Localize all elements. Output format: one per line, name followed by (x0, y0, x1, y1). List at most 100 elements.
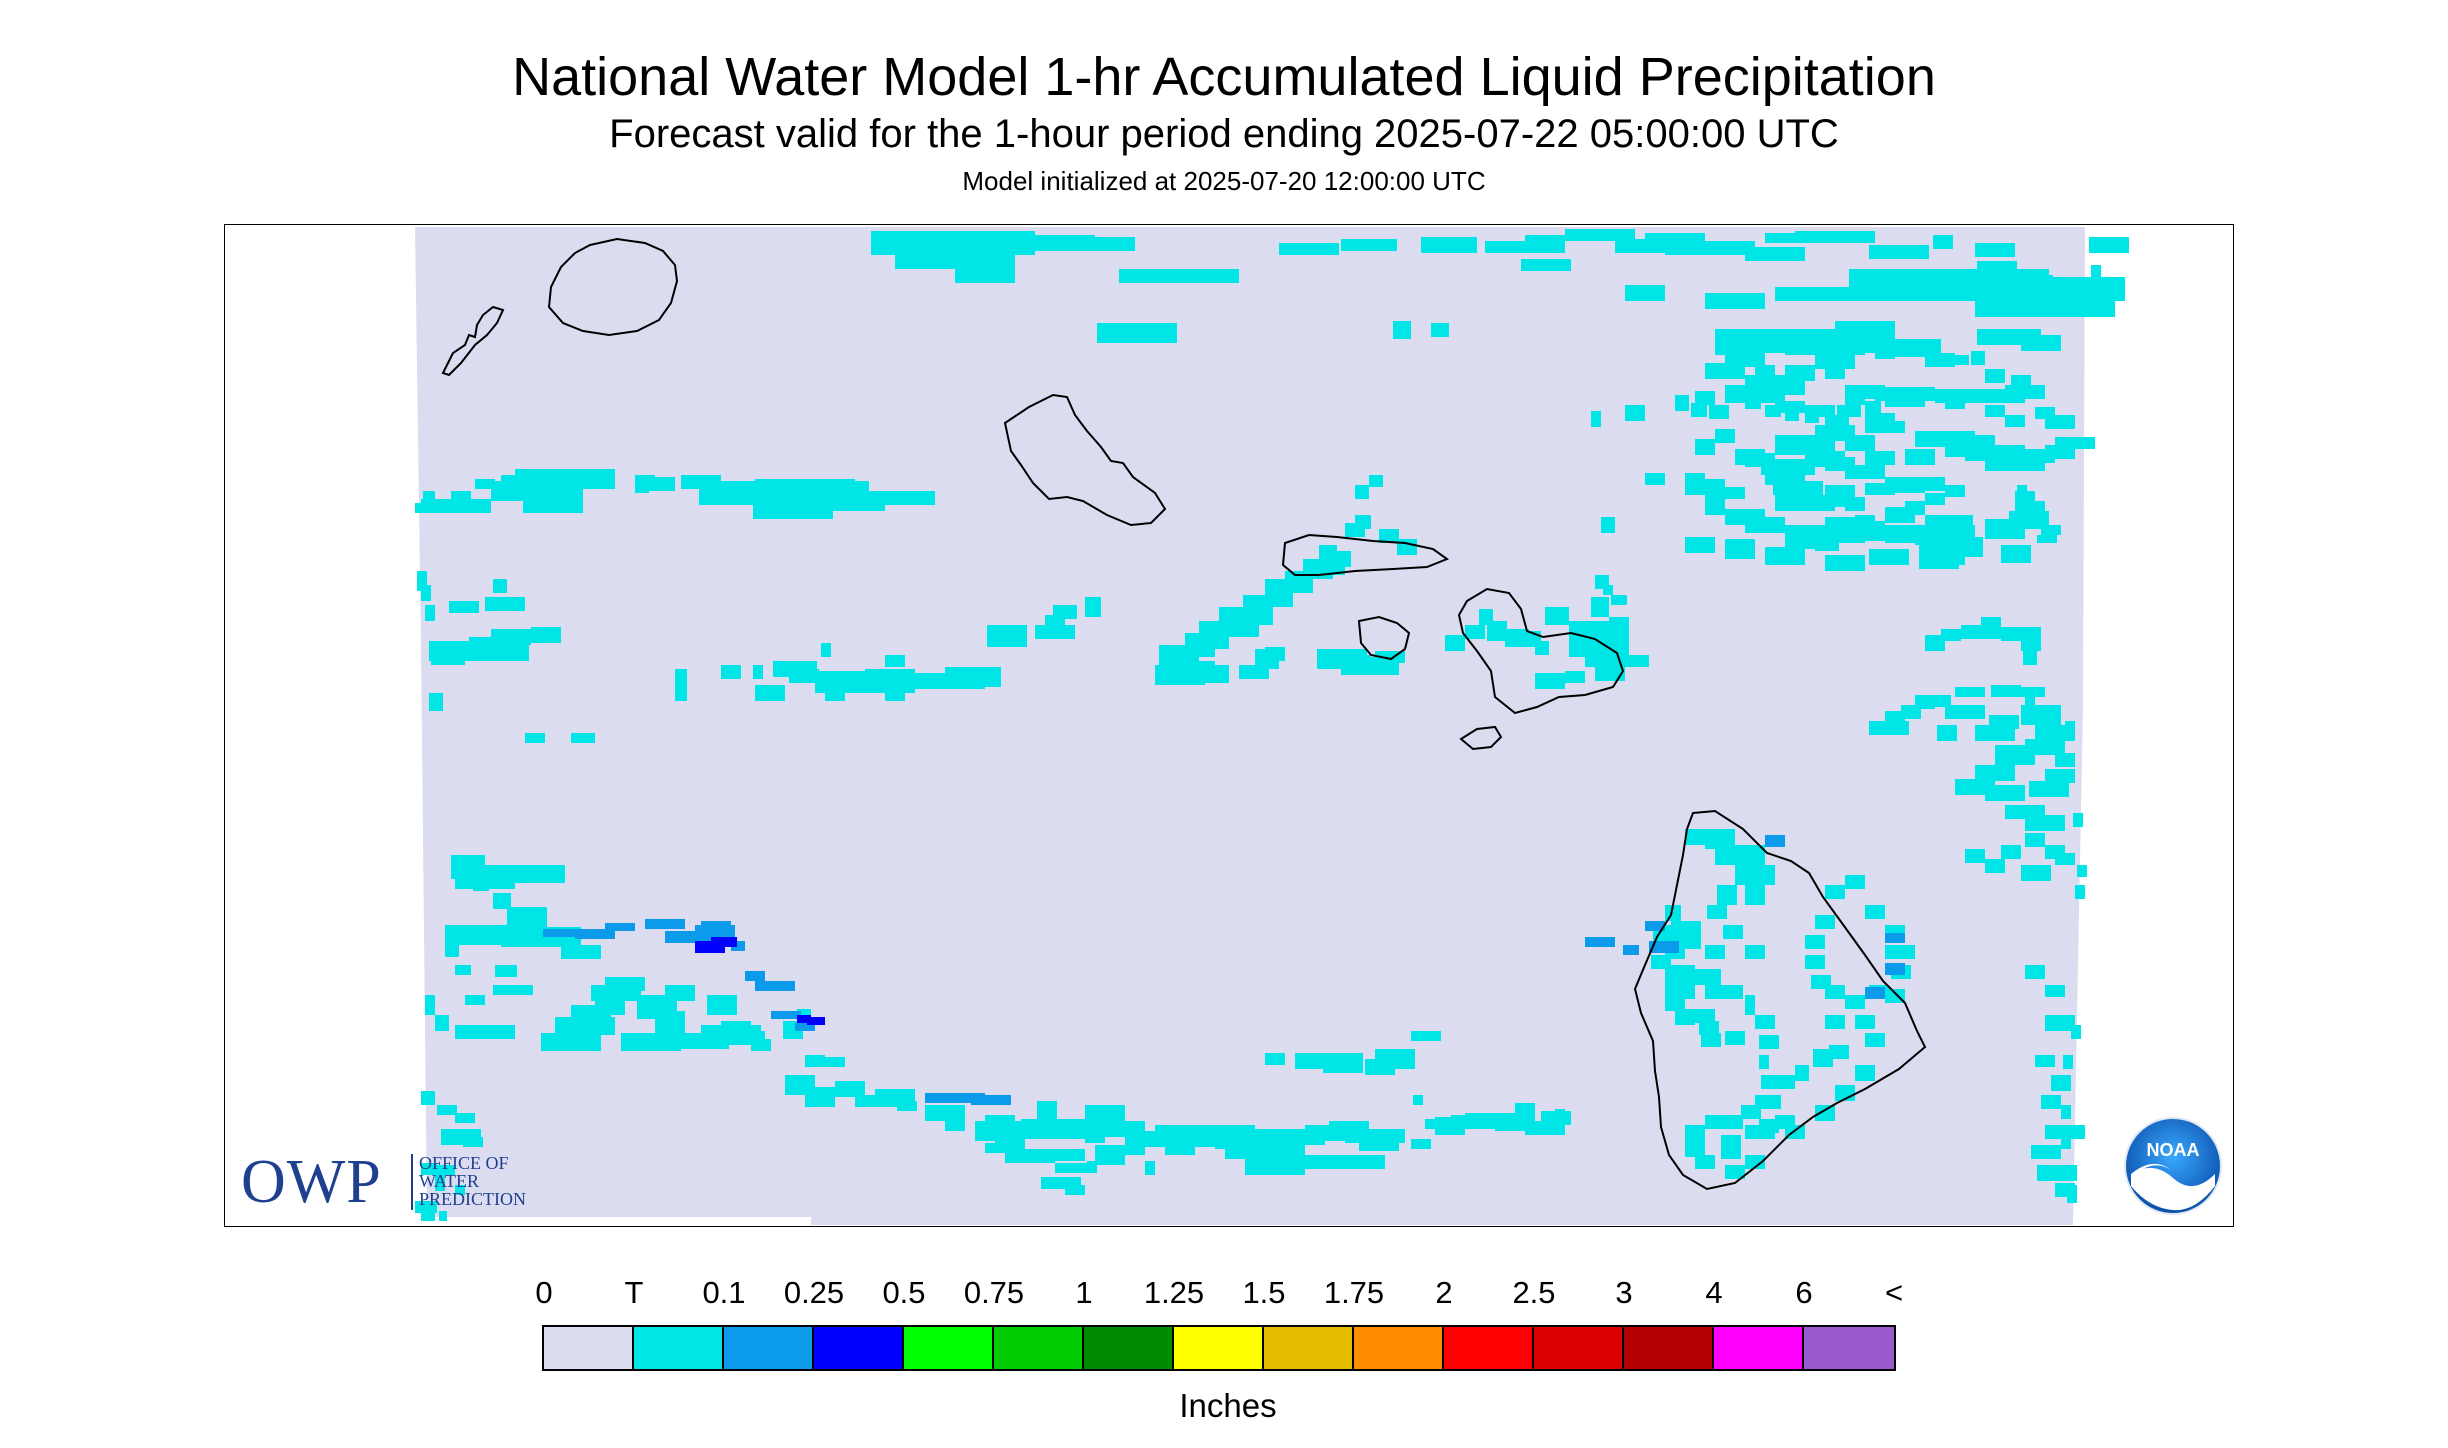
precip-cell (1623, 945, 1639, 955)
precip-cell (1565, 671, 1585, 683)
precip-cell (1601, 517, 1615, 533)
precip-cell (955, 269, 1015, 283)
precip-cell (1865, 483, 1895, 495)
precip-cell (1985, 785, 2025, 801)
precip-cell (1785, 409, 1799, 421)
precip-cell (501, 475, 527, 485)
precip-cell (1305, 1155, 1385, 1169)
precip-cell (1085, 1131, 1105, 1143)
precip-cell (1671, 921, 1701, 941)
precip-cell (1785, 1125, 1805, 1139)
precip-cell (1953, 537, 1983, 557)
precip-cell (1323, 1053, 1363, 1073)
precip-cell (455, 965, 471, 975)
island-hawaii (1633, 809, 1927, 1191)
precip-cell (545, 473, 585, 487)
precip-cell (1931, 695, 1951, 707)
precip-cell (1055, 1149, 1085, 1161)
precipitation-map: OWP OFFICE OF WATER PREDICTION NOAA (224, 224, 2234, 1227)
precip-cell (925, 1093, 985, 1103)
precip-cell (1865, 335, 1895, 349)
precip-cell (1795, 1065, 1809, 1081)
precip-cell (495, 1025, 515, 1039)
precip-cell (475, 479, 495, 489)
precip-cell (439, 1211, 447, 1221)
precip-cell (1425, 1119, 1445, 1129)
precip-cell (805, 1087, 835, 1107)
precip-cell (753, 495, 833, 519)
precip-cell (731, 941, 745, 951)
precip-cell (455, 1113, 475, 1123)
precip-cell (2045, 985, 2065, 997)
precip-cell (1855, 1015, 1875, 1029)
island-oahu (1003, 393, 1167, 527)
precip-cell (885, 655, 905, 667)
precip-cell (493, 579, 507, 593)
precip-cell (2025, 833, 2045, 847)
precip-cell (645, 919, 685, 929)
precip-cell (721, 665, 741, 679)
legend-swatch (724, 1327, 814, 1369)
map-canvas (415, 227, 2129, 1225)
precip-cell (2021, 335, 2061, 351)
precip-cell (421, 585, 431, 601)
legend-tick-label: 1.25 (1143, 1275, 1205, 1310)
precip-cell (1655, 233, 1705, 243)
legend-swatch (1714, 1327, 1804, 1369)
precip-cell (1781, 1075, 1795, 1089)
precip-cell (531, 627, 561, 643)
precip-cell (1265, 1053, 1285, 1065)
precip-cell (1855, 515, 1875, 525)
precip-cell (431, 653, 451, 665)
precip-cell (635, 475, 655, 485)
precip-cell (425, 605, 435, 621)
precip-cell (1379, 529, 1399, 543)
precip-cell (701, 921, 731, 931)
legend-swatch (1084, 1327, 1174, 1369)
precip-cell (1245, 1155, 1305, 1175)
precip-cell (1331, 551, 1351, 567)
precip-cell (2025, 501, 2045, 511)
precip-cell (1565, 229, 1635, 241)
precip-cell (1035, 235, 1095, 251)
precip-cell (1055, 1163, 1095, 1173)
precip-cell (1985, 859, 2005, 873)
precip-cell (1665, 995, 1685, 1011)
precip-cell (1715, 487, 1745, 499)
precip-cell (2067, 1185, 2077, 1203)
precip-cell (985, 1143, 1025, 1153)
precip-cell (1239, 665, 1269, 679)
precip-cell (1953, 515, 1973, 529)
precip-cell (561, 945, 601, 959)
precip-cell (1825, 1015, 1845, 1029)
precip-cell (605, 977, 645, 991)
legend-swatch (1264, 1327, 1354, 1369)
precip-cell (1591, 411, 1601, 427)
owp-logo: OWP OFFICE OF WATER PREDICTION (241, 1148, 561, 1218)
legend-swatch (634, 1327, 724, 1369)
precip-cell (1119, 269, 1239, 283)
precip-cell (2089, 237, 2129, 253)
precip-cell (445, 945, 459, 957)
precip-cell (789, 669, 819, 683)
precip-cell (755, 981, 795, 991)
precip-cell (1535, 641, 1549, 655)
precip-cell (2023, 651, 2037, 665)
precip-cell (1835, 321, 1895, 339)
precip-cell (1765, 405, 1781, 417)
precip-cell (1865, 525, 1895, 539)
precip-cell (437, 1105, 457, 1115)
precip-cell (1125, 1145, 1145, 1155)
precip-cell (1609, 617, 1629, 637)
precip-cell (1869, 549, 1909, 565)
precip-cell (1695, 391, 1715, 405)
precip-cell (1701, 1033, 1721, 1047)
precip-cell (1875, 349, 1895, 359)
island-kauai (547, 237, 679, 337)
precip-cell (1717, 885, 1737, 905)
precip-cell (505, 865, 565, 883)
precip-cell (771, 1011, 801, 1019)
precip-cell (415, 1201, 437, 1213)
legend-swatch (814, 1327, 904, 1369)
precip-cell (2031, 1145, 2061, 1159)
